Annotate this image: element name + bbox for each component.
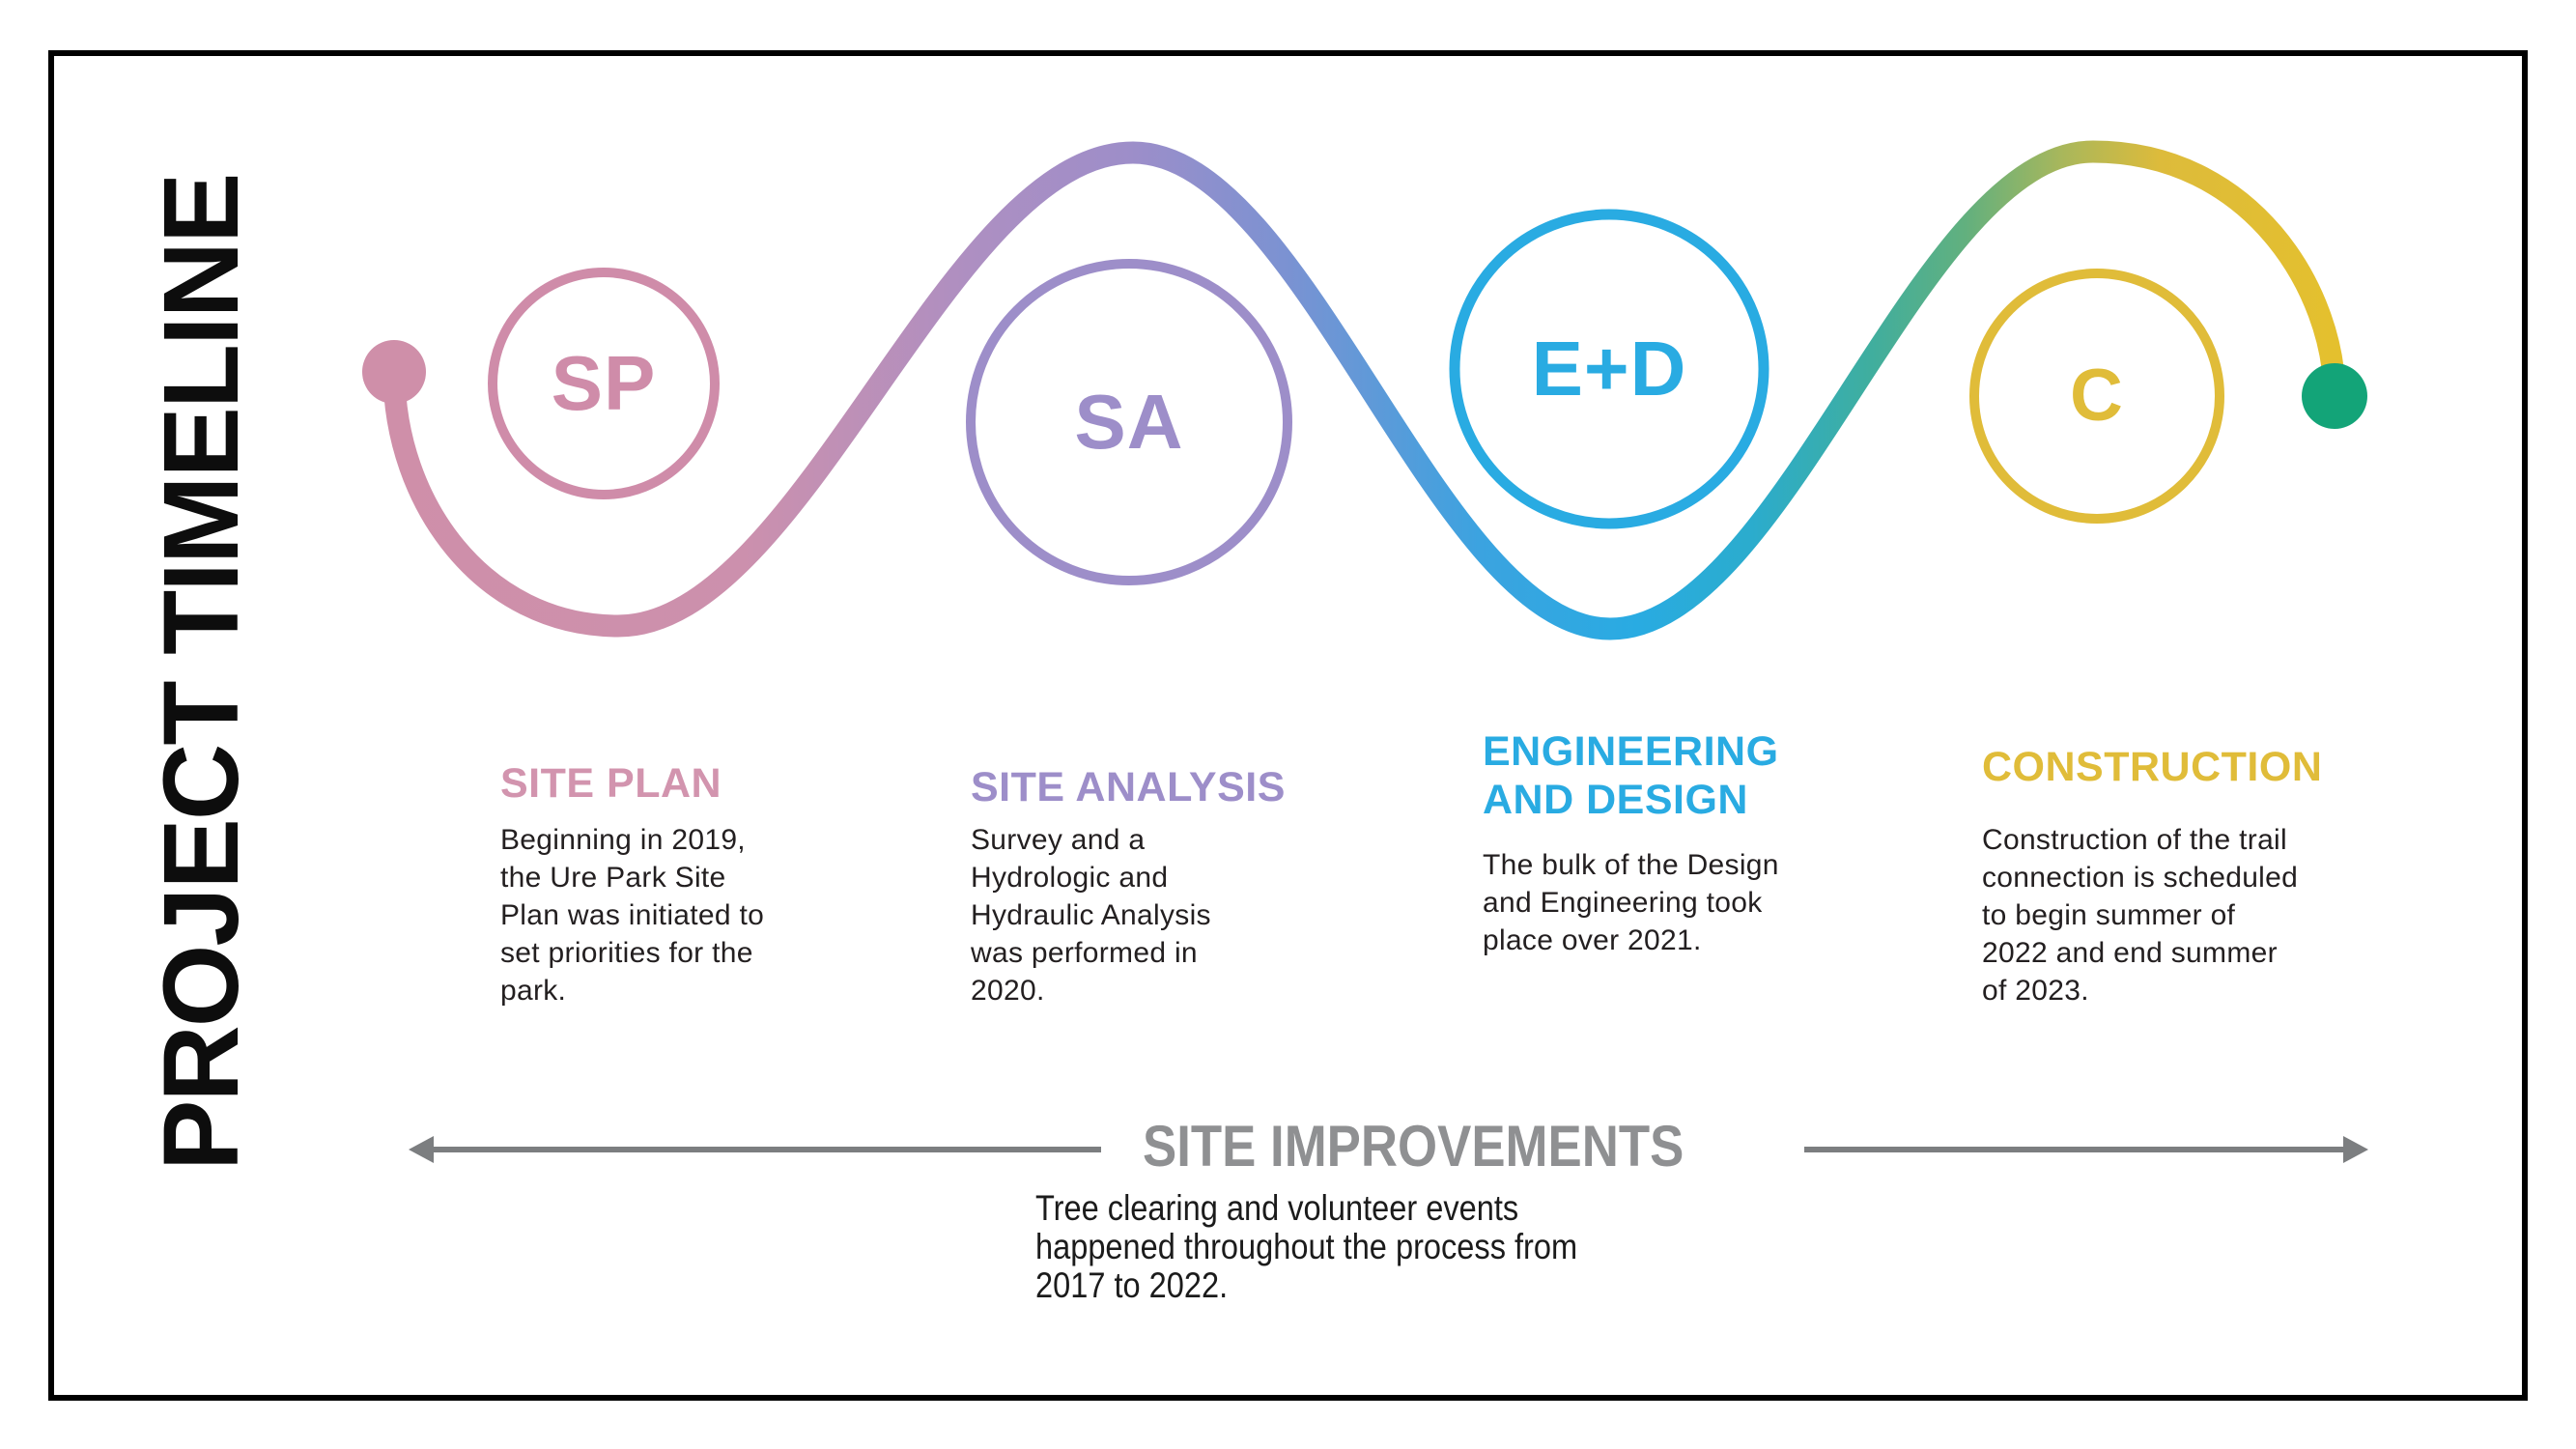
milestone-abbr-c: C: [2070, 355, 2124, 437]
milestone-abbr-sa: SA: [1074, 379, 1184, 465]
left-arrowhead-icon: [409, 1136, 434, 1163]
site-improvements-title: SITE IMPROVEMENTS: [1143, 1114, 1684, 1179]
milestone-desc-construction: Construction of the trail connection is …: [1982, 824, 2299, 1007]
start-dot: [362, 340, 426, 404]
milestone-title-construction: CONSTRUCTION: [1982, 744, 2323, 790]
milestone-desc-engineering-design: The bulk of the Design and Engineering t…: [1483, 849, 1779, 956]
milestone-circle-ed: [1449, 209, 1769, 529]
milestone-desc-site-plan: Beginning in 2019, the Ure Park Site Pla…: [500, 824, 765, 1007]
milestone-abbr-ed: E+D: [1531, 326, 1687, 412]
end-dot: [2302, 363, 2367, 429]
right-arrowhead-icon: [2343, 1136, 2368, 1163]
milestone-title-site-analysis: SITE ANALYSIS: [971, 764, 1286, 810]
page-border: [48, 50, 2528, 1401]
timeline-path: [382, 140, 2346, 640]
milestone-abbr-sp: SP: [551, 340, 657, 426]
milestone-title-site-plan: SITE PLAN: [500, 760, 722, 807]
milestone-circle-c: [1969, 269, 2224, 524]
milestone-title-engineering-design: ENGINEERING AND DESIGN: [1483, 728, 1779, 823]
milestone-desc-site-analysis: Survey and a Hydrologic and Hydraulic An…: [971, 824, 1211, 1007]
site-improvements-arrows: [409, 1136, 2368, 1163]
milestone-circle-sa: [966, 259, 1292, 585]
site-improvements-desc: Tree clearing and volunteer events happe…: [1035, 1188, 1578, 1305]
milestone-circle-sp: [488, 268, 720, 499]
